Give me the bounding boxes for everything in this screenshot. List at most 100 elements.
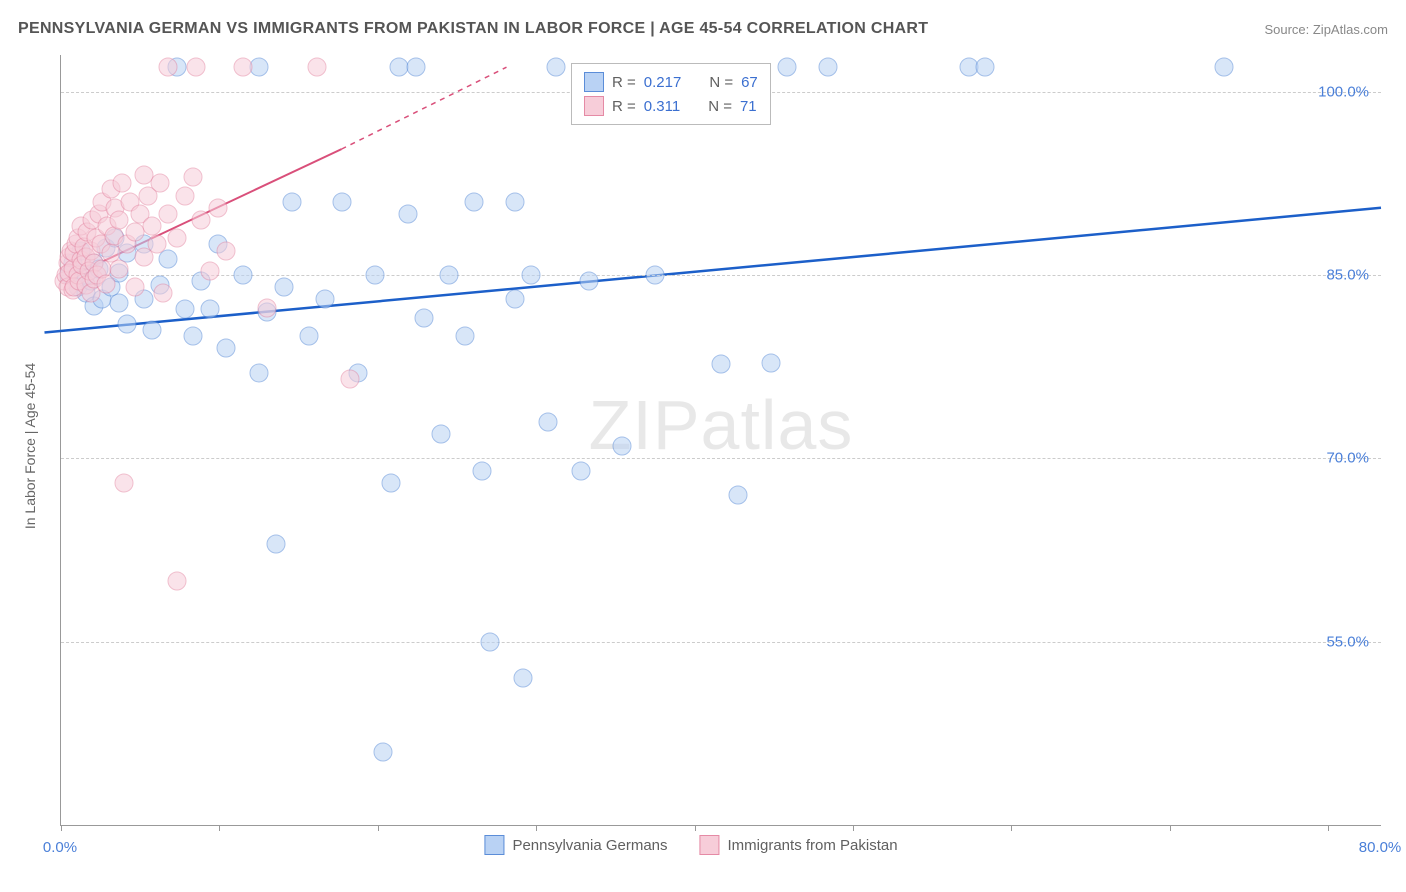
- scatter-point: [613, 437, 632, 456]
- r-label: R =: [612, 98, 636, 115]
- legend-swatch: [484, 835, 504, 855]
- scatter-point: [233, 58, 252, 77]
- scatter-point: [167, 571, 186, 590]
- title-bar: PENNSYLVANIA GERMAN VS IMMIGRANTS FROM P…: [18, 20, 1388, 38]
- scatter-point: [646, 266, 665, 285]
- scatter-point: [580, 272, 599, 291]
- scatter-point: [571, 461, 590, 480]
- x-tick-mark: [1011, 825, 1012, 831]
- scatter-point: [109, 294, 128, 313]
- scatter-point: [109, 211, 128, 230]
- x-tick-mark: [61, 825, 62, 831]
- scatter-point: [728, 486, 747, 505]
- scatter-point: [316, 290, 335, 309]
- scatter-point: [547, 58, 566, 77]
- scatter-point: [114, 473, 133, 492]
- scatter-point: [250, 58, 269, 77]
- series-legend: Pennsylvania Germans Immigrants from Paki…: [484, 835, 921, 855]
- scatter-point: [283, 192, 302, 211]
- scatter-point: [96, 274, 115, 293]
- scatter-point: [109, 259, 128, 278]
- y-tick-label: 55.0%: [1326, 633, 1369, 650]
- scatter-plot-area: ZIPatlas 55.0%70.0%85.0%100.0%R =0.217N …: [60, 55, 1381, 826]
- legend-label: Pennsylvania Germans: [512, 837, 667, 854]
- scatter-point: [299, 327, 318, 346]
- correlation-stats-box: R =0.217N =67R =0.311N =71: [571, 63, 771, 125]
- x-tick-mark: [853, 825, 854, 831]
- y-tick-label: 85.0%: [1326, 267, 1369, 284]
- scatter-point: [126, 278, 145, 297]
- scatter-point: [208, 198, 227, 217]
- scatter-point: [151, 174, 170, 193]
- scatter-point: [184, 168, 203, 187]
- chart-title: PENNSYLVANIA GERMAN VS IMMIGRANTS FROM P…: [18, 20, 928, 38]
- n-label: N =: [709, 74, 733, 91]
- scatter-point: [266, 534, 285, 553]
- stats-row: R =0.217N =67: [584, 70, 758, 94]
- scatter-point: [365, 266, 384, 285]
- scatter-point: [187, 58, 206, 77]
- x-tick-label: 0.0%: [43, 839, 77, 856]
- scatter-point: [175, 186, 194, 205]
- scatter-point: [464, 192, 483, 211]
- n-value: 67: [741, 74, 758, 91]
- trend-lines-svg: [61, 55, 1381, 825]
- y-tick-label: 100.0%: [1318, 83, 1369, 100]
- scatter-point: [217, 241, 236, 260]
- scatter-point: [778, 58, 797, 77]
- r-value: 0.311: [644, 98, 680, 115]
- scatter-point: [382, 473, 401, 492]
- source-name: ZipAtlas.com: [1313, 22, 1388, 37]
- y-axis-title: In Labor Force | Age 45-54: [22, 363, 38, 529]
- source-label: Source:: [1264, 22, 1312, 37]
- scatter-point: [439, 266, 458, 285]
- scatter-point: [159, 58, 178, 77]
- scatter-point: [147, 235, 166, 254]
- n-label: N =: [708, 98, 732, 115]
- scatter-point: [142, 321, 161, 340]
- r-value: 0.217: [644, 74, 682, 91]
- scatter-point: [274, 278, 293, 297]
- scatter-point: [184, 327, 203, 346]
- gridline: [61, 458, 1381, 459]
- series-swatch: [584, 96, 604, 116]
- scatter-point: [712, 355, 731, 374]
- scatter-point: [175, 300, 194, 319]
- x-tick-mark: [219, 825, 220, 831]
- x-tick-mark: [536, 825, 537, 831]
- n-value: 71: [740, 98, 757, 115]
- scatter-point: [456, 327, 475, 346]
- scatter-point: [472, 461, 491, 480]
- scatter-point: [505, 192, 524, 211]
- scatter-point: [307, 58, 326, 77]
- y-tick-label: 70.0%: [1326, 450, 1369, 467]
- x-tick-label: 80.0%: [1359, 839, 1402, 856]
- scatter-point: [415, 308, 434, 327]
- gridline: [61, 642, 1381, 643]
- x-tick-mark: [378, 825, 379, 831]
- series-swatch: [584, 72, 604, 92]
- scatter-point: [522, 266, 541, 285]
- scatter-point: [233, 266, 252, 285]
- scatter-point: [514, 669, 533, 688]
- gridline: [61, 275, 1381, 276]
- scatter-point: [761, 354, 780, 373]
- scatter-point: [1215, 58, 1234, 77]
- scatter-point: [505, 290, 524, 309]
- scatter-point: [154, 284, 173, 303]
- scatter-point: [113, 174, 132, 193]
- legend-label: Immigrants from Pakistan: [728, 837, 898, 854]
- scatter-point: [976, 58, 995, 77]
- scatter-point: [118, 314, 137, 333]
- x-tick-mark: [1328, 825, 1329, 831]
- scatter-point: [481, 632, 500, 651]
- scatter-point: [398, 204, 417, 223]
- scatter-point: [250, 363, 269, 382]
- scatter-point: [819, 58, 838, 77]
- scatter-point: [217, 339, 236, 358]
- x-tick-mark: [695, 825, 696, 831]
- x-tick-mark: [1170, 825, 1171, 831]
- scatter-point: [192, 211, 211, 230]
- scatter-point: [167, 229, 186, 248]
- scatter-point: [142, 217, 161, 236]
